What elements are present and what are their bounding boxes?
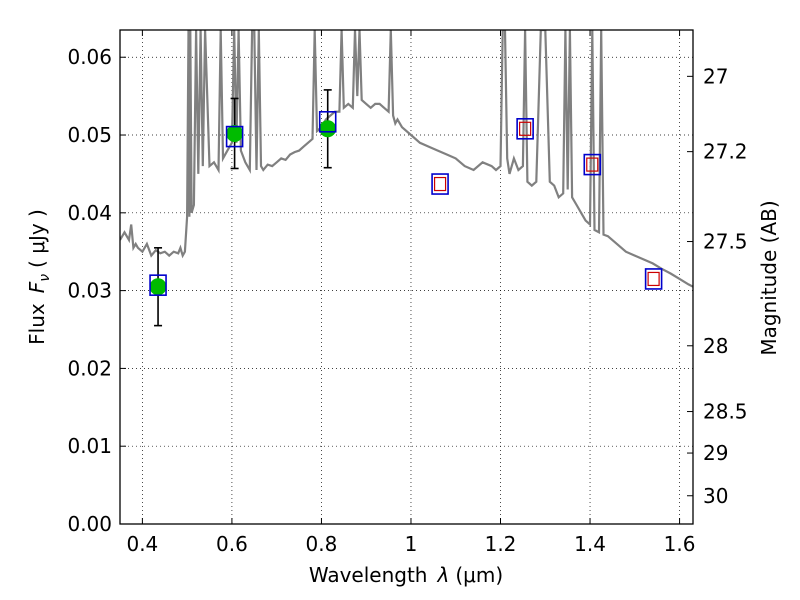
y2-tick-label: 27.2 — [703, 140, 748, 164]
model-flux-inner-box — [586, 157, 599, 172]
y-tick-label: 0.03 — [67, 279, 112, 303]
error-bars — [154, 89, 332, 327]
y-tick-label: 0.06 — [67, 45, 112, 69]
x-axis-label: Wavelength λ (μm) — [309, 563, 503, 587]
x-tick-label: 0.6 — [216, 532, 248, 556]
observed-point — [319, 120, 337, 138]
sed-model-line — [120, 30, 693, 288]
sed-model-series — [120, 30, 693, 288]
y2-tick-label: 28 — [703, 334, 728, 358]
y-tick-label: 0.04 — [67, 201, 112, 225]
y-axis-label: FluxFν( μJy ) — [25, 209, 53, 345]
model-flux-inner-box — [647, 271, 660, 287]
y2-tick-label: 28.5 — [703, 400, 748, 424]
y-tick-label: 0.01 — [67, 434, 112, 458]
x-tick-label: 1.6 — [664, 532, 696, 556]
x-tick-label: 1 — [405, 532, 418, 556]
x-tick-label: 1.2 — [485, 532, 517, 556]
grid — [120, 30, 693, 525]
y-tick-label: 0.05 — [67, 123, 112, 147]
y2-tick-label: 30 — [703, 484, 728, 508]
model-flux-box — [318, 110, 337, 133]
y-tick-label: 0.00 — [67, 512, 112, 536]
model-flux-box — [225, 125, 244, 148]
y2-tick-label: 27 — [703, 64, 728, 88]
axis-ticks: 0.4 0.6 0.8 1 1.2 1.4 1.6 0.00 0.01 0.02 0.03 0.04 0… — [67, 30, 748, 556]
y-tick-label: 0.02 — [67, 356, 112, 380]
model-flux-inner-box — [433, 176, 447, 192]
plot-frame — [119, 29, 694, 525]
x-tick-label: 1.4 — [574, 532, 606, 556]
x-tick-label: 0.8 — [306, 532, 338, 556]
y2-axis-label: Magnitude (AB) — [757, 200, 781, 355]
model-flux-box — [583, 153, 602, 176]
observed-point — [149, 278, 167, 296]
model-flux-box — [516, 118, 534, 140]
observed-point — [226, 124, 244, 142]
model-flux-inner-box — [519, 121, 532, 136]
model-photometry-boxes — [149, 110, 663, 296]
y2-tick-label: 29 — [703, 441, 728, 465]
model-flux-box — [431, 173, 449, 195]
x-tick-label: 0.4 — [126, 532, 158, 556]
model-flux-box — [149, 274, 167, 296]
model-flux-box — [644, 268, 663, 290]
y2-tick-label: 27.5 — [703, 230, 748, 254]
